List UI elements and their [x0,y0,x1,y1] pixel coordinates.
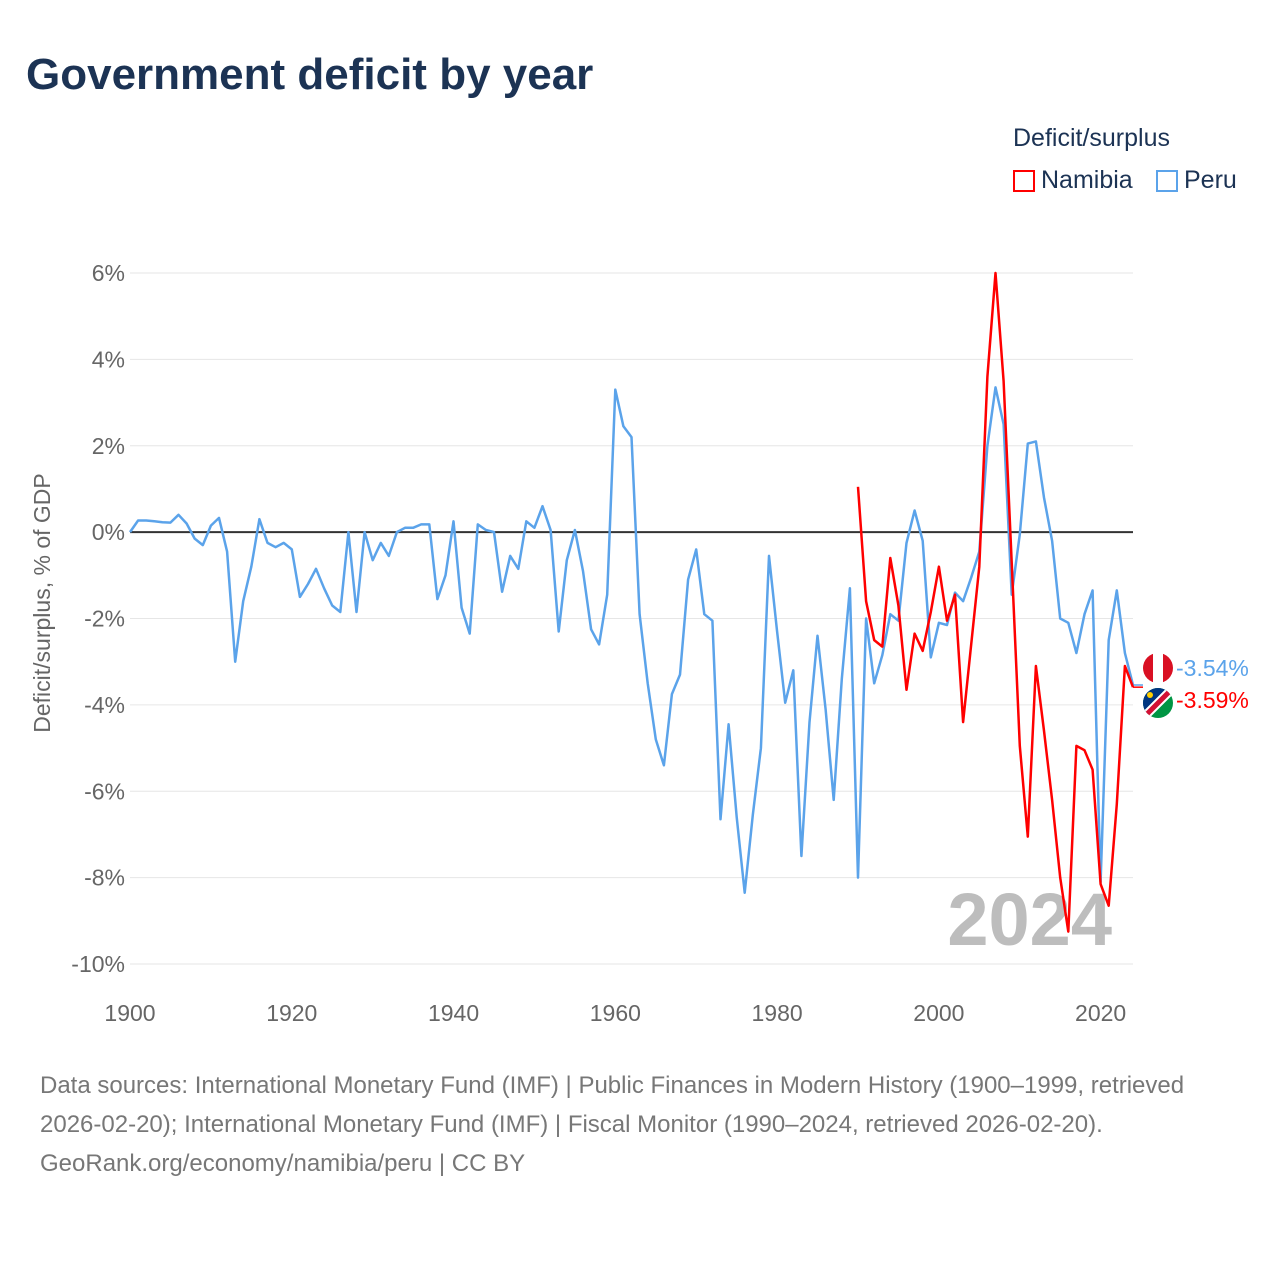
peru-swatch [1156,169,1178,192]
x-tick-label: 1940 [428,1000,479,1026]
y-tick-label: -2% [84,606,125,632]
y-tick-label: 0% [92,519,125,545]
series-line-namibia[interactable] [856,271,1135,933]
x-tick-label: 1900 [104,1000,155,1026]
plot-area: 6% 4% 2% 0% -2% -4% -6% -8% -10% 1900 1920 1940 1960… [29,260,1249,1026]
y-tick-label: -8% [84,865,125,891]
legend-item-namibia[interactable]: Namibia [1013,166,1133,195]
y-tick-label: -4% [84,692,125,718]
y-tick-label: -10% [71,951,125,977]
legend-title: Deficit/surplus [1013,124,1170,152]
y-axis-label: Deficit/surplus, % of GDP [29,473,55,732]
legend-label-namibia: Namibia [1041,166,1133,194]
series-line-peru[interactable] [128,386,1135,894]
footer: Data sources: International Monetary Fun… [40,1066,1250,1183]
x-tick-label: 2020 [1075,1000,1126,1026]
namibia-end-label: -3.59% [1176,687,1249,713]
peru-flag-icon [1143,653,1173,683]
peru-end-label: -3.54% [1176,655,1249,681]
y-tick-label: 2% [92,433,125,459]
namibia-swatch [1013,169,1035,192]
y-tick-label: -6% [84,778,125,804]
x-tick-label: 2000 [913,1000,964,1026]
watermark-year: 2024 [947,878,1112,961]
x-tick-label: 1920 [266,1000,317,1026]
y-tick-label: 6% [92,260,125,286]
chart-title: Government deficit by year [26,50,594,99]
legend-label-peru: Peru [1184,166,1237,194]
x-tick-label: 1960 [590,1000,641,1026]
credit-link[interactable]: GeoRank.org/economy/namibia/peru | CC BY [40,1150,526,1177]
namibia-flag-icon [1143,688,1173,718]
legend-item-peru[interactable]: Peru [1156,166,1237,195]
y-tick-label: 4% [92,346,125,372]
x-tick-label: 1980 [752,1000,803,1026]
data-sources: Data sources: International Monetary Fun… [40,1072,1185,1138]
